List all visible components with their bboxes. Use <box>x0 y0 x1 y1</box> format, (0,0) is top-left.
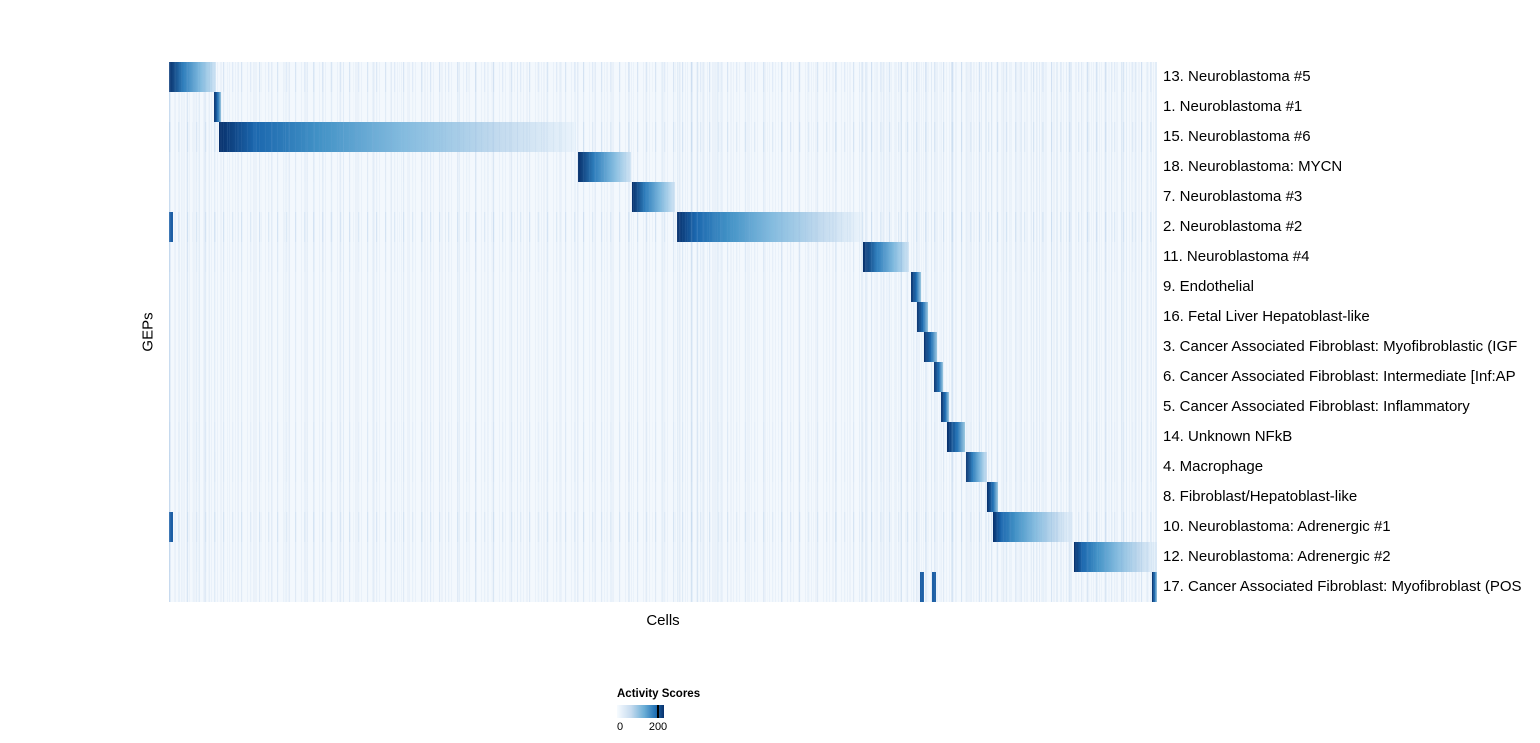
heatmap-row <box>169 302 1157 332</box>
row-texture <box>169 422 1157 452</box>
heatmap-row <box>169 122 1157 152</box>
heatmap-row <box>169 512 1157 542</box>
heatmap-row <box>169 332 1157 362</box>
row-texture <box>169 482 1157 512</box>
activity-block <box>946 422 966 452</box>
legend-tick-min: 0 <box>617 721 624 733</box>
row-texture <box>169 392 1157 422</box>
heatmap-row <box>169 212 1157 242</box>
heatmap-row <box>169 152 1157 182</box>
row-label: 17. Cancer Associated Fibroblast: Myofib… <box>1163 578 1522 595</box>
heatmap-row <box>169 542 1157 572</box>
row-label: 2. Neuroblastoma #2 <box>1163 218 1303 235</box>
row-texture <box>169 212 1157 242</box>
heatmap-grid <box>169 62 1157 602</box>
row-texture <box>169 332 1157 362</box>
row-labels: 13. Neuroblastoma #5 1. Neuroblastoma #1 1… <box>1163 62 1540 602</box>
row-label: 8. Fibroblast/Hepatoblast-like <box>1163 488 1358 505</box>
legend-gradient-bar <box>617 705 664 718</box>
row-label: 1. Neuroblastoma #1 <box>1163 98 1303 115</box>
activity-block <box>214 92 222 122</box>
heatmap-row <box>169 272 1157 302</box>
activity-block <box>219 122 577 152</box>
row-texture <box>169 152 1157 182</box>
row-label: 13. Neuroblastoma #5 <box>1163 68 1311 85</box>
row-label: 18. Neuroblastoma: MYCN <box>1163 158 1343 175</box>
heatmap-row <box>169 392 1157 422</box>
activity-block <box>578 152 632 182</box>
activity-mark <box>919 572 924 602</box>
row-label: 11. Neuroblastoma #4 <box>1163 248 1310 265</box>
row-label: 14. Unknown NFkB <box>1163 428 1293 445</box>
row-texture <box>169 272 1157 302</box>
activity-block <box>862 242 909 272</box>
activity-block <box>910 272 921 302</box>
activity-mark <box>931 572 936 602</box>
row-texture <box>169 572 1157 602</box>
y-axis-label: GEPs <box>139 312 157 352</box>
activity-block <box>1152 572 1157 602</box>
row-label: 6. Cancer Associated Fibroblast: Interme… <box>1163 368 1516 385</box>
activity-block <box>987 482 998 512</box>
activity-block <box>966 452 988 482</box>
row-label: 16. Fetal Liver Hepatoblast-like <box>1163 308 1370 325</box>
activity-mark <box>169 212 173 242</box>
row-texture <box>169 62 1157 92</box>
row-label: 10. Neuroblastoma: Adrenergic #1 <box>1163 518 1391 535</box>
legend-tick-mark <box>657 705 660 718</box>
row-texture <box>169 452 1157 482</box>
heatmap-row <box>169 92 1157 122</box>
row-label: 3. Cancer Associated Fibroblast: Myofibr… <box>1163 338 1518 355</box>
row-label: 4. Macrophage <box>1163 458 1264 475</box>
heatmap-row <box>169 572 1157 602</box>
row-texture <box>169 302 1157 332</box>
legend: Activity Scores 0 200 <box>617 688 737 735</box>
row-texture <box>169 512 1157 542</box>
activity-block <box>923 332 937 362</box>
heatmap-row <box>169 182 1157 212</box>
heatmap-row <box>169 62 1157 92</box>
heatmap-row <box>169 242 1157 272</box>
row-texture <box>169 92 1157 122</box>
heatmap-row <box>169 452 1157 482</box>
row-texture <box>169 362 1157 392</box>
activity-block <box>992 512 1073 542</box>
row-texture <box>169 542 1157 572</box>
legend-title: Activity Scores <box>617 688 701 700</box>
activity-block <box>940 392 949 422</box>
heatmap-row <box>169 362 1157 392</box>
row-label: 5. Cancer Associated Fibroblast: Inflamm… <box>1163 398 1470 415</box>
activity-mark <box>169 512 173 542</box>
legend-tick-max: 200 <box>648 721 668 733</box>
row-label: 15. Neuroblastoma #6 <box>1163 128 1311 145</box>
x-axis-label: Cells <box>646 612 680 629</box>
activity-block <box>916 302 928 332</box>
activity-block <box>632 182 675 212</box>
row-texture <box>169 242 1157 272</box>
heatmap-row <box>169 482 1157 512</box>
activity-block <box>933 362 943 392</box>
heatmap-row <box>169 422 1157 452</box>
row-label: 12. Neuroblastoma: Adrenergic #2 <box>1163 548 1391 565</box>
legend-ticks: 0 200 <box>617 721 668 735</box>
activity-block <box>676 212 861 242</box>
activity-block <box>1074 542 1157 572</box>
row-label: 9. Endothelial <box>1163 278 1254 295</box>
row-label: 7. Neuroblastoma #3 <box>1163 188 1303 205</box>
activity-block <box>169 62 217 92</box>
